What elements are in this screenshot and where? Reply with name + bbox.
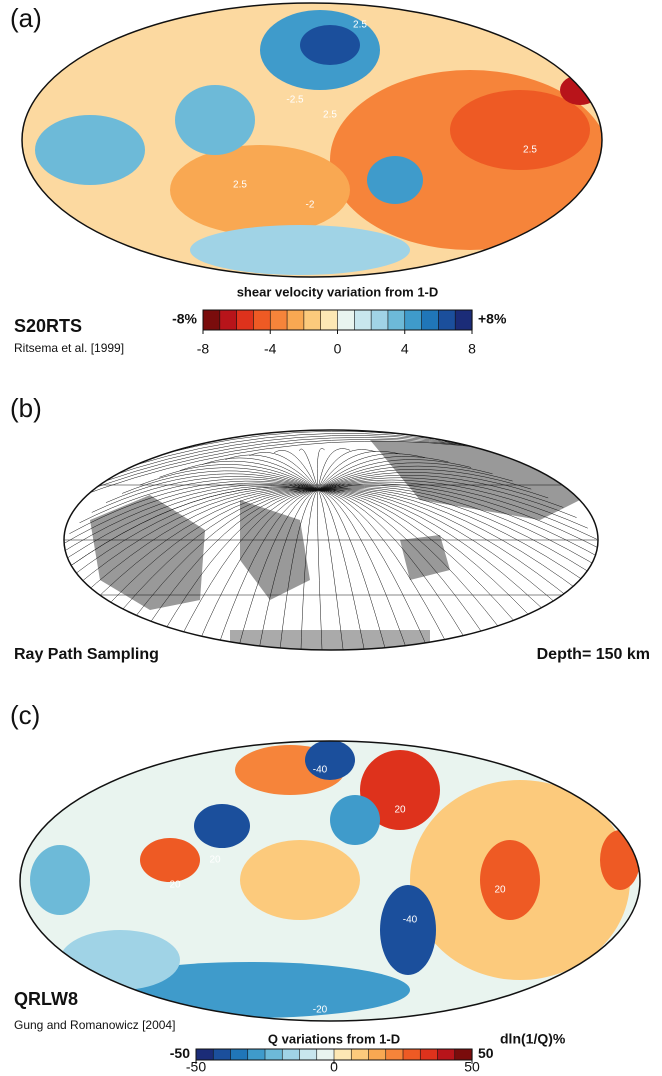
- contour-label: 20: [169, 880, 181, 891]
- colorbar-segment: [304, 310, 321, 330]
- colorbar-segment: [438, 1049, 456, 1060]
- colorbar-segment: [248, 1049, 266, 1060]
- panel-label: (b): [10, 393, 42, 423]
- colorbar-tick-label: -4: [264, 341, 277, 357]
- figure: (a) S20RTS Ritsema et al. [1999] (b) Ray…: [0, 0, 662, 1076]
- reference: Gung and Romanowicz [2004]: [14, 1018, 175, 1032]
- colorbar-segment: [338, 310, 355, 330]
- contour-label: -40: [313, 765, 328, 776]
- contour-label: 20: [394, 805, 406, 816]
- model-name: QRLW8: [14, 989, 78, 1009]
- colorbar-segment: [405, 310, 422, 330]
- colorbar-unit: dln(1/Q)%: [500, 1031, 566, 1047]
- colorbar-tick-label: -50: [186, 1059, 206, 1075]
- colorbar-segment: [371, 310, 388, 330]
- colorbar-segment: [438, 310, 455, 330]
- contour-label: 2.5: [353, 20, 367, 31]
- colorbar-segment: [220, 310, 237, 330]
- colorbar-segment: [231, 1049, 249, 1060]
- colorbar-segment: [354, 310, 371, 330]
- contour-label: 20: [494, 885, 506, 896]
- colorbar-segment: [420, 1049, 438, 1060]
- contour-label: -2: [306, 200, 315, 211]
- colorbar-segment: [265, 1049, 283, 1060]
- contour-label: 2.5: [323, 110, 337, 121]
- colorbar-segment: [237, 310, 254, 330]
- colorbar-segment: [282, 1049, 300, 1060]
- contour-label: 2.5: [523, 145, 537, 156]
- panel-title: Ray Path Sampling: [14, 646, 159, 663]
- colorbar-segment: [300, 1049, 318, 1060]
- colorbar-min-label: -8%: [172, 311, 197, 327]
- colorbar-segment: [422, 310, 439, 330]
- colorbar-segment: [321, 310, 338, 330]
- colorbar-segment: [203, 310, 220, 330]
- colorbar-max-label: 50: [478, 1045, 494, 1061]
- colorbar-segment: [253, 310, 270, 330]
- depth-label: Depth= 150 km: [537, 646, 650, 663]
- map-b: [51, 417, 611, 710]
- model-name: S20RTS: [14, 316, 82, 336]
- contour-label: -2.5: [286, 95, 304, 106]
- colorbar-segment: [369, 1049, 387, 1060]
- contour-label: 2.5: [233, 180, 247, 191]
- panel-label: (c): [10, 700, 40, 730]
- colorbar-tick-label: 50: [464, 1059, 480, 1075]
- colorbar-segment: [270, 310, 287, 330]
- contour-label: -20: [313, 1005, 328, 1016]
- colorbar-segment: [386, 1049, 404, 1060]
- colorbar-title: Q variations from 1-D: [268, 1031, 400, 1046]
- colorbar-segment: [403, 1049, 421, 1060]
- contour-label: 20: [209, 855, 221, 866]
- map-c: [0, 730, 662, 1030]
- colorbar-tick-label: 8: [468, 341, 476, 357]
- colorbar-tick-label: 4: [401, 341, 409, 357]
- map-a: [0, 0, 662, 290]
- colorbar-max-label: +8%: [478, 311, 507, 327]
- colorbar-segment: [388, 310, 405, 330]
- colorbar-segment: [287, 310, 304, 330]
- contour-label: -40: [403, 915, 418, 926]
- colorbar-segment: [351, 1049, 369, 1060]
- colorbar-tick-label: -8: [197, 341, 210, 357]
- colorbar-title: shear velocity variation from 1-D: [237, 284, 439, 299]
- panel-label: (a): [10, 3, 42, 33]
- colorbar-tick-label: 0: [334, 341, 342, 357]
- colorbar-segment: [213, 1049, 231, 1060]
- colorbar-tick-label: 0: [330, 1059, 338, 1075]
- colorbar-segment: [455, 310, 472, 330]
- reference: Ritsema et al. [1999]: [14, 341, 124, 355]
